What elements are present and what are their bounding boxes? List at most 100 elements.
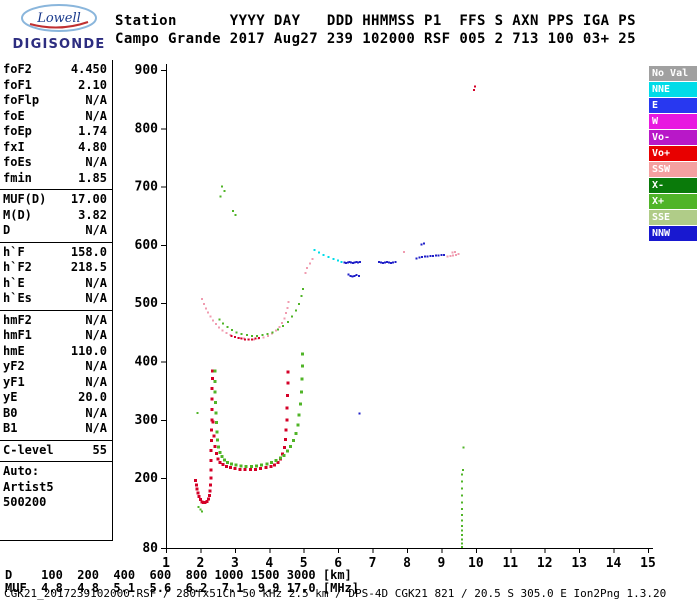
param-label: Artist5 — [3, 479, 54, 494]
echo-point — [301, 352, 305, 356]
param-label: foF1 — [3, 77, 32, 92]
echo-point — [216, 438, 220, 442]
echo-point — [340, 260, 343, 263]
echo-point — [196, 491, 200, 495]
x-tick-label: 13 — [571, 556, 587, 571]
param-label: Auto: — [3, 464, 40, 478]
echo-point — [299, 390, 303, 394]
param-row-mufd: MUF(D) 17.00 — [0, 192, 112, 208]
param-value: 158.0 — [70, 244, 107, 259]
echo-point — [266, 334, 269, 337]
param-value: N/A — [85, 359, 107, 373]
param-row-foep: foEp 1.74 — [0, 124, 112, 140]
echo-point — [221, 463, 225, 467]
echo-point — [271, 331, 274, 334]
echo-point — [461, 534, 464, 537]
echo-point — [285, 406, 289, 410]
echo-point — [286, 320, 289, 323]
echo-point — [265, 462, 269, 466]
param-value: N/A — [85, 223, 107, 237]
param-label: foEp — [3, 124, 32, 138]
echo-point — [276, 460, 280, 464]
echo-point — [232, 210, 235, 213]
x-tick-label: 3 — [231, 556, 239, 571]
echo-point — [220, 455, 224, 458]
echo-point — [211, 369, 214, 373]
echo-point — [434, 254, 437, 257]
echo-point — [266, 333, 269, 336]
param-label: MUF(D) — [3, 192, 47, 206]
echo-point — [197, 506, 200, 509]
echo-point — [256, 334, 259, 337]
echo-point — [204, 307, 207, 310]
echo-point — [296, 423, 300, 427]
echo-point — [213, 379, 217, 383]
echo-point — [214, 452, 218, 456]
echo-point — [461, 513, 464, 516]
echo-point — [222, 322, 225, 325]
echo-point — [255, 464, 258, 468]
param-row-d: D N/A — [0, 223, 112, 239]
param-value: N/A — [85, 312, 107, 327]
echo-point — [243, 467, 247, 471]
legend-label: SSW — [652, 164, 671, 175]
echo-point — [392, 261, 395, 264]
echo-point — [278, 326, 281, 329]
echo-point — [300, 364, 304, 368]
echo-point — [214, 323, 217, 326]
echo-point — [351, 275, 354, 278]
echo-point — [286, 381, 290, 385]
echo-point — [218, 318, 221, 321]
y-tick-label: 200 — [135, 471, 159, 486]
echo-point — [202, 302, 205, 305]
echo-point — [228, 466, 232, 470]
echo-point — [210, 418, 214, 422]
echo-point — [262, 336, 265, 339]
param-label: fxI — [3, 139, 25, 154]
echo-point — [239, 464, 243, 468]
status-line: CGK21_2017239102000.RSF / 280fx51Ch 50 k… — [4, 587, 667, 600]
echo-point — [197, 495, 201, 499]
param-label: hmE — [3, 343, 25, 358]
echo-point — [209, 449, 213, 453]
param-row-500200: 500200 — [0, 495, 112, 511]
echo-point — [461, 468, 464, 471]
echo-point — [377, 260, 380, 263]
echo-point — [271, 332, 273, 335]
echo-point — [244, 338, 247, 341]
echo-point — [223, 458, 226, 462]
echo-point — [345, 261, 348, 264]
echo-point — [208, 489, 212, 493]
param-group: h`F 158.0 h`F2 218.5 h`E N/A h`Es N/A — [0, 243, 112, 311]
echo-point — [291, 439, 295, 443]
echo-point — [386, 260, 388, 263]
distance-row: D 100 200 400 600 800 1000 1500 3000 [km… — [5, 568, 352, 582]
param-row-foes: foEs N/A — [0, 155, 112, 171]
echo-point — [454, 253, 457, 256]
legend-label: SSE — [652, 212, 671, 223]
echo-point — [426, 255, 429, 258]
param-label: B0 — [3, 405, 18, 420]
legend-entry-no-val: No Val — [649, 66, 697, 81]
echo-point — [211, 420, 215, 424]
echo-point — [390, 261, 393, 264]
x-tick-label: 11 — [502, 556, 518, 571]
legend-entry-ssw: SSW — [649, 162, 697, 177]
echo-point — [353, 261, 356, 264]
echo-point — [348, 260, 351, 263]
echo-point — [461, 545, 464, 548]
echo-point — [209, 428, 213, 432]
echo-point — [452, 254, 455, 257]
param-label: yF1 — [3, 374, 25, 389]
echo-point — [437, 254, 440, 257]
param-value: 4.80 — [78, 139, 107, 154]
echo-point — [210, 407, 214, 411]
echo-point — [213, 369, 217, 373]
echo-point — [415, 257, 418, 260]
echo-point — [350, 261, 353, 264]
param-value: N/A — [85, 93, 107, 107]
echo-point — [282, 446, 286, 450]
parameter-panel: foF2 4.450 foF1 2.10 foFlp N/A foE N/A foEp 1.74 f… — [0, 60, 113, 541]
echo-point — [473, 88, 476, 91]
echo-point — [220, 185, 223, 188]
